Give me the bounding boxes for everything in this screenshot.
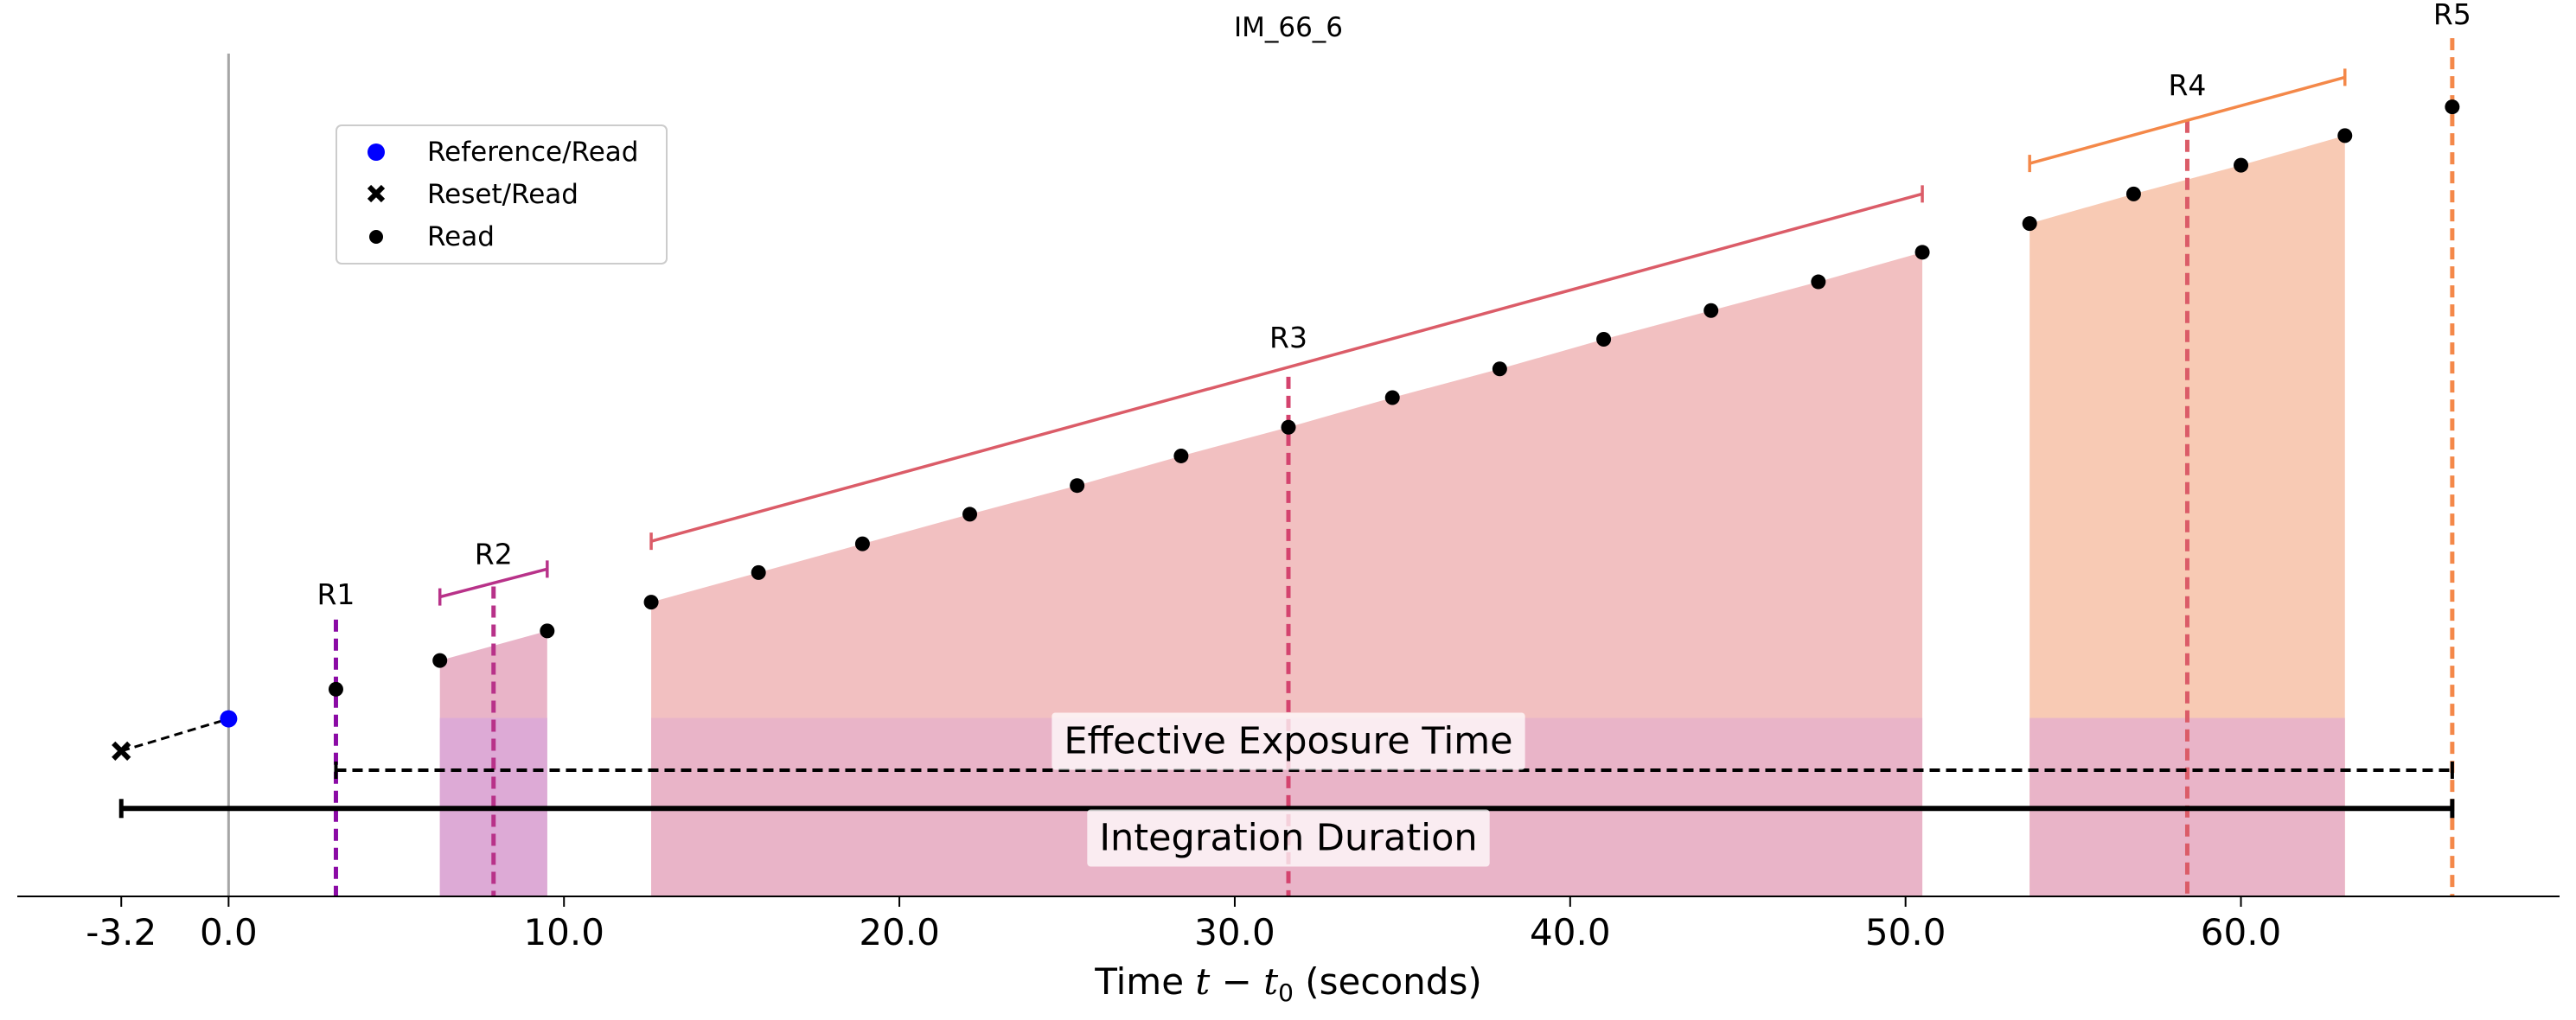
read-point — [1281, 419, 1296, 435]
read-point — [1173, 448, 1189, 463]
read-point — [1914, 245, 1930, 260]
read-point — [854, 536, 870, 551]
resultant-label-r1: R1 — [317, 577, 355, 611]
read-point — [1703, 303, 1719, 318]
resultant-label-r5: R5 — [2433, 0, 2471, 31]
x-tick-label: 50.0 — [1865, 911, 1946, 953]
read-point — [2445, 99, 2460, 115]
reset-reference-connector — [120, 717, 229, 753]
read-point — [2337, 128, 2353, 143]
read-point — [328, 681, 343, 697]
reference-read-point — [220, 710, 238, 728]
resultant-bracket-r4 — [2028, 68, 2347, 173]
x-tick-label: 10.0 — [523, 911, 604, 953]
integration-duration-label: Integration Duration — [1087, 809, 1490, 867]
x-label-var-t: t — [1195, 960, 1210, 1003]
x-tick-label: 0.0 — [200, 911, 258, 953]
read-point — [2234, 157, 2249, 173]
legend: Reference/Read Reset/Read Read — [336, 124, 668, 265]
legend-label-reference: Reference/Read — [427, 137, 638, 168]
read-point — [1070, 478, 1085, 494]
line-layer — [118, 38, 2455, 896]
resultant-label-r3: R3 — [1269, 321, 1307, 354]
read-point — [2022, 216, 2037, 232]
reset-read-point — [112, 741, 131, 761]
read-point — [962, 507, 978, 522]
x-label-var-t0: t — [1263, 960, 1278, 1003]
integration-duration-bar — [118, 799, 2455, 819]
effective-exposure-label: Effective Exposure Time — [1051, 712, 1525, 770]
legend-label-reset: Reset/Read — [427, 179, 578, 210]
chart-title: IM_66_6 — [1234, 12, 1343, 43]
resultant-label-r2: R2 — [475, 537, 513, 571]
read-point — [2125, 186, 2141, 201]
legend-marker-reset — [367, 184, 386, 203]
svg-text:Effective Exposure Time: Effective Exposure Time — [1064, 720, 1512, 763]
x-axis-ticks: -3.2 0.0 10.0 20.0 30.0 40.0 50.0 60.0 — [86, 896, 2281, 953]
point-layer — [112, 99, 2460, 761]
x-label-subscript: 0 — [1278, 979, 1294, 1007]
resultant-label-r4: R4 — [2169, 68, 2207, 102]
x-label-unit: (seconds) — [1294, 960, 1482, 1003]
resultant-area-r4 — [2029, 135, 2345, 896]
x-tick-label: 30.0 — [1194, 911, 1275, 953]
x-label-text: Time — [1094, 960, 1195, 1003]
read-point — [432, 653, 448, 668]
x-label-minus: − — [1210, 960, 1263, 1003]
legend-marker-reference — [368, 143, 385, 161]
resultant-bracket-r3 — [649, 185, 1924, 551]
read-point — [1384, 390, 1400, 405]
x-tick-label: 20.0 — [859, 911, 940, 953]
read-point — [540, 623, 555, 639]
read-point — [1811, 274, 1826, 290]
legend-frame — [336, 124, 668, 265]
read-point — [751, 564, 766, 580]
legend-marker-read — [369, 230, 383, 244]
x-tick-label: -3.2 — [86, 911, 157, 953]
resultant-bracket-r2 — [438, 560, 549, 606]
read-point — [1492, 361, 1507, 377]
x-axis-label: Time t − t0 (seconds) — [1094, 960, 1481, 1007]
read-point — [1596, 332, 1612, 347]
svg-text:Integration Duration: Integration Duration — [1099, 817, 1477, 860]
x-tick-label: 40.0 — [1530, 911, 1611, 953]
read-point — [643, 595, 659, 610]
x-tick-label: 60.0 — [2201, 911, 2282, 953]
effective-exposure-bar — [334, 761, 2454, 779]
label-layer: Effective Exposure Time Integration Durat… — [317, 0, 2471, 867]
fill-layer — [439, 135, 2345, 896]
legend-label-read: Read — [427, 221, 495, 252]
